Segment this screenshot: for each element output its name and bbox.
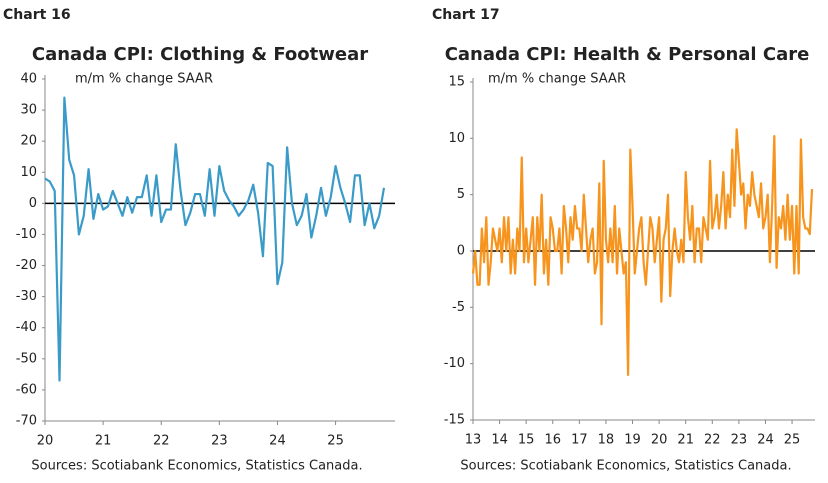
x-tick-label: 13 (465, 433, 482, 448)
chart-subtitle: m/m % change SAAR (488, 72, 626, 87)
x-tick-label: 17 (571, 433, 588, 448)
y-tick-label: 0 (29, 196, 37, 211)
y-tick-label: -15 (444, 413, 465, 428)
y-tick-label: -20 (16, 258, 37, 273)
chart-title: Canada CPI: Clothing & Footwear (32, 44, 368, 65)
x-tick-label: 25 (784, 433, 801, 448)
x-tick-label: 15 (518, 433, 535, 448)
x-tick-label: 21 (95, 434, 112, 449)
y-tick-label: 0 (457, 244, 465, 259)
x-tick-label: 24 (757, 433, 774, 448)
x-tick-label: 23 (211, 434, 228, 449)
y-tick-label: -60 (16, 382, 37, 397)
x-tick-label: 19 (624, 433, 641, 448)
y-tick-label: 30 (20, 103, 37, 118)
y-tick-label: 10 (448, 131, 465, 146)
y-tick-label: 20 (20, 134, 37, 149)
source-note: Sources: Scotiabank Economics, Statistic… (460, 459, 791, 474)
y-tick-label: 40 (20, 72, 37, 87)
y-tick-label: -50 (16, 351, 37, 366)
y-tick-label: -40 (16, 320, 37, 335)
x-tick-label: 21 (677, 433, 694, 448)
y-tick-label: 15 (448, 75, 465, 90)
chart-label: Chart 17 (432, 7, 500, 23)
x-tick-label: 25 (327, 434, 344, 449)
y-tick-label: -30 (16, 289, 37, 304)
x-tick-label: 18 (598, 433, 615, 448)
y-tick-label: -10 (16, 227, 37, 242)
data-line (471, 128, 814, 377)
x-tick-label: 24 (269, 434, 286, 449)
source-note: Sources: Scotiabank Economics, Statistic… (31, 459, 362, 474)
x-tick-label: 20 (37, 434, 54, 449)
x-tick-label: 14 (491, 433, 508, 448)
x-tick-label: 16 (544, 433, 561, 448)
x-tick-label: 23 (731, 433, 748, 448)
y-tick-label: -70 (16, 414, 37, 429)
y-tick-label: 10 (20, 165, 37, 180)
chart-subtitle: m/m % change SAAR (75, 72, 213, 87)
y-tick-label: -5 (452, 300, 465, 315)
chart-title: Canada CPI: Health & Personal Care (445, 44, 810, 65)
data-line (44, 96, 386, 382)
y-tick-label: 5 (457, 187, 465, 202)
y-tick-label: -10 (444, 356, 465, 371)
x-tick-label: 22 (153, 434, 170, 449)
chart-label: Chart 16 (3, 7, 71, 23)
x-tick-label: 22 (704, 433, 721, 448)
x-tick-label: 20 (651, 433, 668, 448)
